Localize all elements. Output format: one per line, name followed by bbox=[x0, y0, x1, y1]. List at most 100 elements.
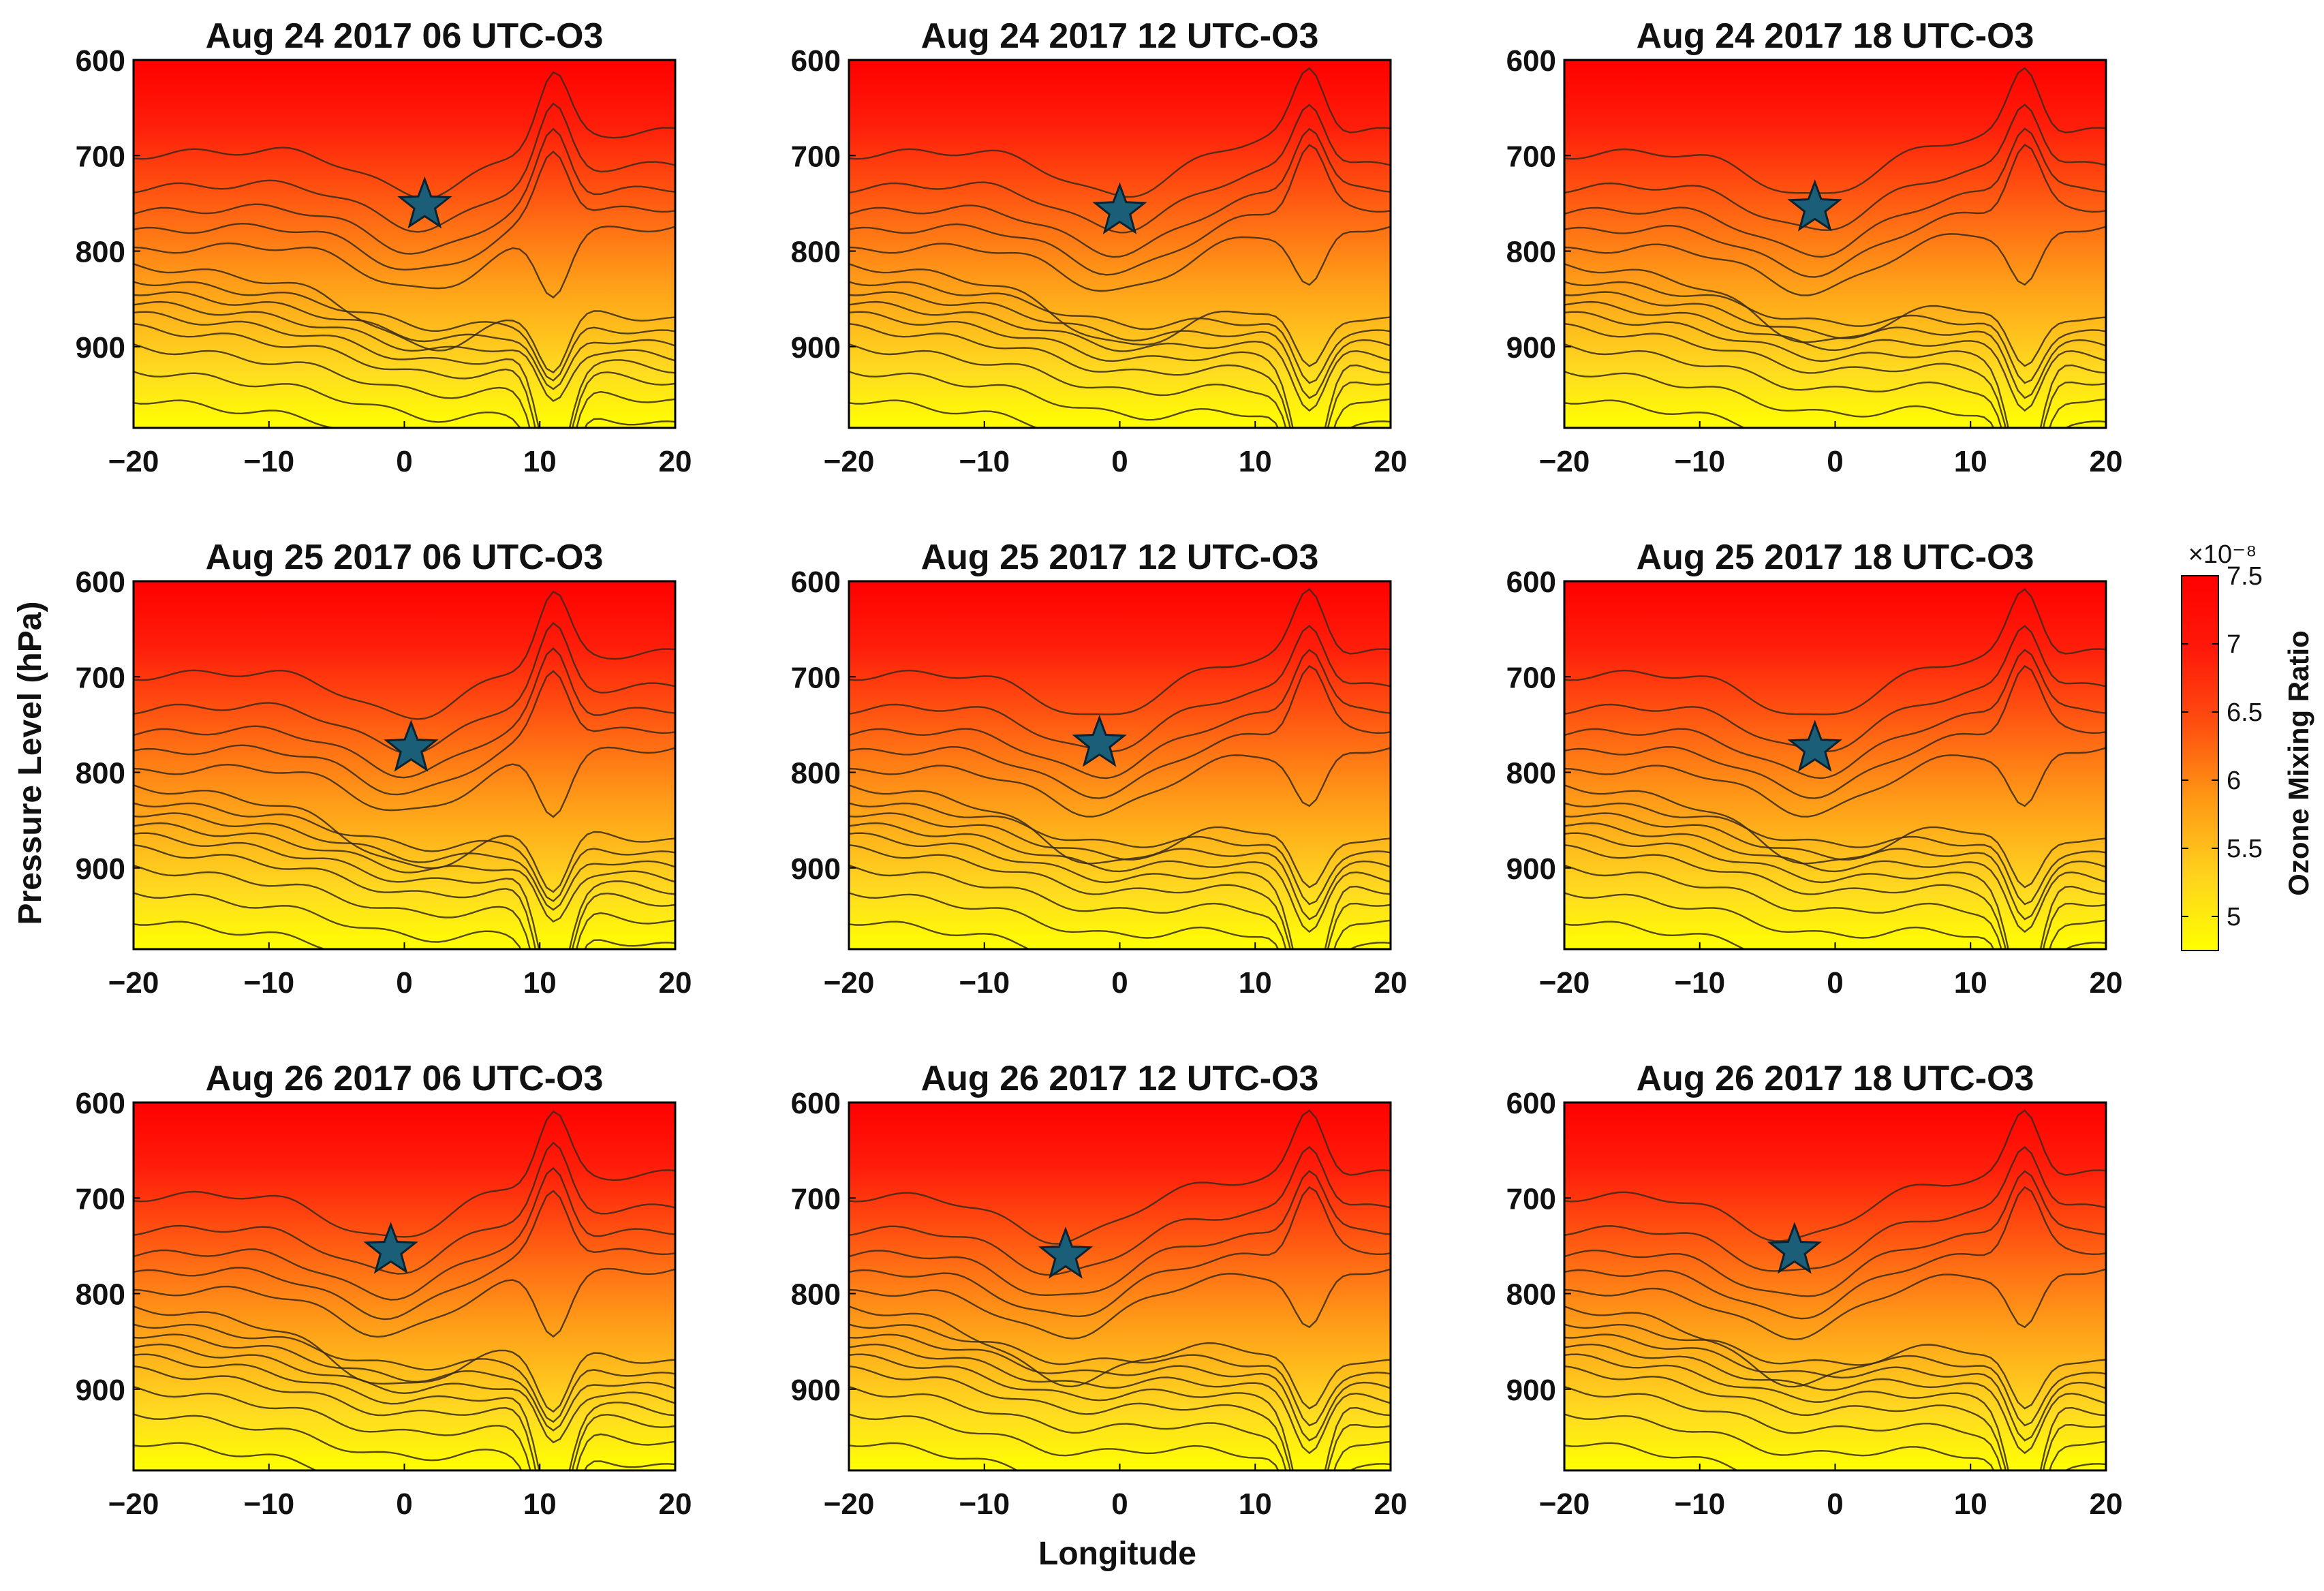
y-tick-label: 700 bbox=[791, 140, 841, 173]
contour-lines bbox=[849, 588, 1391, 949]
contour-line bbox=[1564, 291, 2106, 399]
contour-line bbox=[1564, 784, 2106, 889]
contour-line bbox=[849, 747, 1391, 818]
contour-line bbox=[134, 399, 347, 428]
contour-line bbox=[134, 300, 675, 402]
contour-line bbox=[1564, 281, 2106, 384]
contour-line bbox=[1564, 263, 2106, 367]
contour-line bbox=[849, 1145, 1391, 1276]
y-tick-label: 800 bbox=[791, 1278, 841, 1312]
y-tick-label: 900 bbox=[791, 852, 841, 886]
star-marker bbox=[1072, 715, 1127, 767]
contour-line bbox=[849, 1365, 1391, 1470]
y-axis-label: Pressure Level (hPa) bbox=[12, 602, 48, 925]
y-tick-label: 600 bbox=[791, 566, 841, 599]
panel-title: Aug 25 2017 12 UTC-O3 bbox=[921, 538, 1319, 577]
x-tick-label: 0 bbox=[1827, 445, 1843, 478]
contour-line bbox=[134, 291, 675, 390]
contour-line bbox=[849, 144, 1391, 276]
contour-line bbox=[849, 844, 1391, 949]
panel-title: Aug 25 2017 06 UTC-O3 bbox=[206, 538, 604, 577]
y-tick-label: 700 bbox=[76, 140, 125, 173]
contour-line bbox=[134, 784, 675, 893]
contour-line bbox=[849, 1343, 1391, 1455]
contour-line bbox=[849, 104, 1391, 234]
contour-line bbox=[849, 371, 1391, 428]
y-tick-label: 700 bbox=[1506, 1182, 1556, 1216]
contour-lines bbox=[134, 590, 675, 949]
contour-line bbox=[849, 263, 1391, 367]
panel-field bbox=[1564, 1102, 2106, 1470]
x-tick-label: 0 bbox=[396, 966, 412, 1000]
contour-line bbox=[134, 1365, 675, 1470]
y-tick-label: 900 bbox=[1506, 852, 1556, 886]
y-tick-label: 700 bbox=[76, 661, 125, 694]
y-tick-label: 600 bbox=[76, 566, 125, 599]
contour-line bbox=[1564, 1109, 2106, 1242]
x-tick-label: −10 bbox=[1674, 445, 1725, 478]
y-tick-label: 700 bbox=[76, 1182, 125, 1216]
contour-line bbox=[134, 921, 328, 949]
colorbar-tick-label: 6.5 bbox=[2227, 698, 2263, 727]
contour-line bbox=[1564, 649, 2106, 779]
y-tick-label: 600 bbox=[791, 1087, 841, 1120]
contour-line bbox=[1564, 67, 2106, 194]
x-tick-label: 10 bbox=[1239, 1487, 1272, 1521]
x-tick-label: 0 bbox=[1111, 1487, 1128, 1521]
x-tick-label: −10 bbox=[243, 966, 294, 1000]
contour-line bbox=[849, 812, 1391, 921]
contour-line bbox=[134, 150, 675, 271]
y-tick-label: 600 bbox=[76, 1087, 125, 1120]
contour-line bbox=[849, 649, 1391, 779]
contour-line bbox=[849, 1413, 1391, 1470]
star-marker bbox=[1038, 1226, 1094, 1279]
contour-line bbox=[1564, 104, 2106, 232]
contour-line bbox=[849, 1306, 1391, 1410]
y-tick-label: 900 bbox=[76, 331, 125, 365]
panel: −20 −10 0 10 20 600 700 800 900 Aug 25 2017 18 UT… bbox=[1506, 538, 2123, 1000]
contour-lines bbox=[134, 71, 675, 428]
contour-line bbox=[1564, 1306, 2106, 1410]
contour-line bbox=[1564, 832, 2106, 949]
contour-line bbox=[1564, 323, 2106, 428]
x-tick-label: 0 bbox=[1827, 1487, 1843, 1521]
star-marker bbox=[1767, 1222, 1823, 1274]
contour-line bbox=[1564, 311, 2106, 428]
contour-line bbox=[1564, 802, 2106, 906]
y-tick-label: 600 bbox=[791, 44, 841, 78]
contour-line bbox=[1564, 1385, 2106, 1470]
contour-line bbox=[134, 1267, 675, 1338]
contour-line bbox=[1564, 1268, 2106, 1341]
panel: −20 −10 0 10 20 600 700 800 900 Aug 26 2017 12 UT… bbox=[791, 1059, 1408, 1521]
x-tick-label: 10 bbox=[523, 1487, 557, 1521]
x-tick-label: −20 bbox=[108, 966, 159, 1000]
x-tick-label: −20 bbox=[824, 966, 875, 1000]
panel-field bbox=[849, 60, 1391, 428]
colorbar-tick-label: 7.5 bbox=[2227, 562, 2263, 591]
y-tick-label: 800 bbox=[1506, 236, 1556, 269]
x-tick-label: 10 bbox=[1239, 445, 1272, 478]
contour-line bbox=[134, 281, 675, 382]
panel: −20 −10 0 10 20 600 700 800 900 Aug 26 2017 06 UT… bbox=[76, 1059, 692, 1521]
colorbar-exponent: ×10⁻⁸ bbox=[2188, 540, 2257, 569]
contour-line bbox=[134, 1385, 675, 1470]
x-tick-label: −20 bbox=[108, 445, 159, 478]
contour-line bbox=[849, 1442, 1019, 1470]
contour-lines bbox=[1564, 588, 2106, 949]
x-tick-label: −20 bbox=[1539, 1487, 1590, 1521]
panel: −20 −10 0 10 20 600 700 800 900 Aug 25 2017 06 UT… bbox=[76, 538, 692, 1000]
colorbar: 5 5.5 6 6.5 7 7.5 ×10⁻⁸ Ozone Mixing Ratio bbox=[2181, 540, 2314, 951]
x-tick-label: −10 bbox=[959, 445, 1010, 478]
x-tick-label: 10 bbox=[523, 445, 557, 478]
contour-line bbox=[849, 832, 1391, 949]
contour-line bbox=[134, 1323, 675, 1423]
contour-line bbox=[849, 1109, 1391, 1245]
x-tick-label: −10 bbox=[243, 1487, 294, 1521]
contour-line bbox=[134, 1306, 675, 1413]
contour-line bbox=[849, 1323, 1391, 1427]
contour-line bbox=[134, 263, 675, 374]
x-tick-label: 10 bbox=[1954, 445, 1987, 478]
contour-line bbox=[849, 892, 1391, 949]
contour-line bbox=[849, 864, 1391, 949]
contour-line bbox=[134, 590, 675, 720]
